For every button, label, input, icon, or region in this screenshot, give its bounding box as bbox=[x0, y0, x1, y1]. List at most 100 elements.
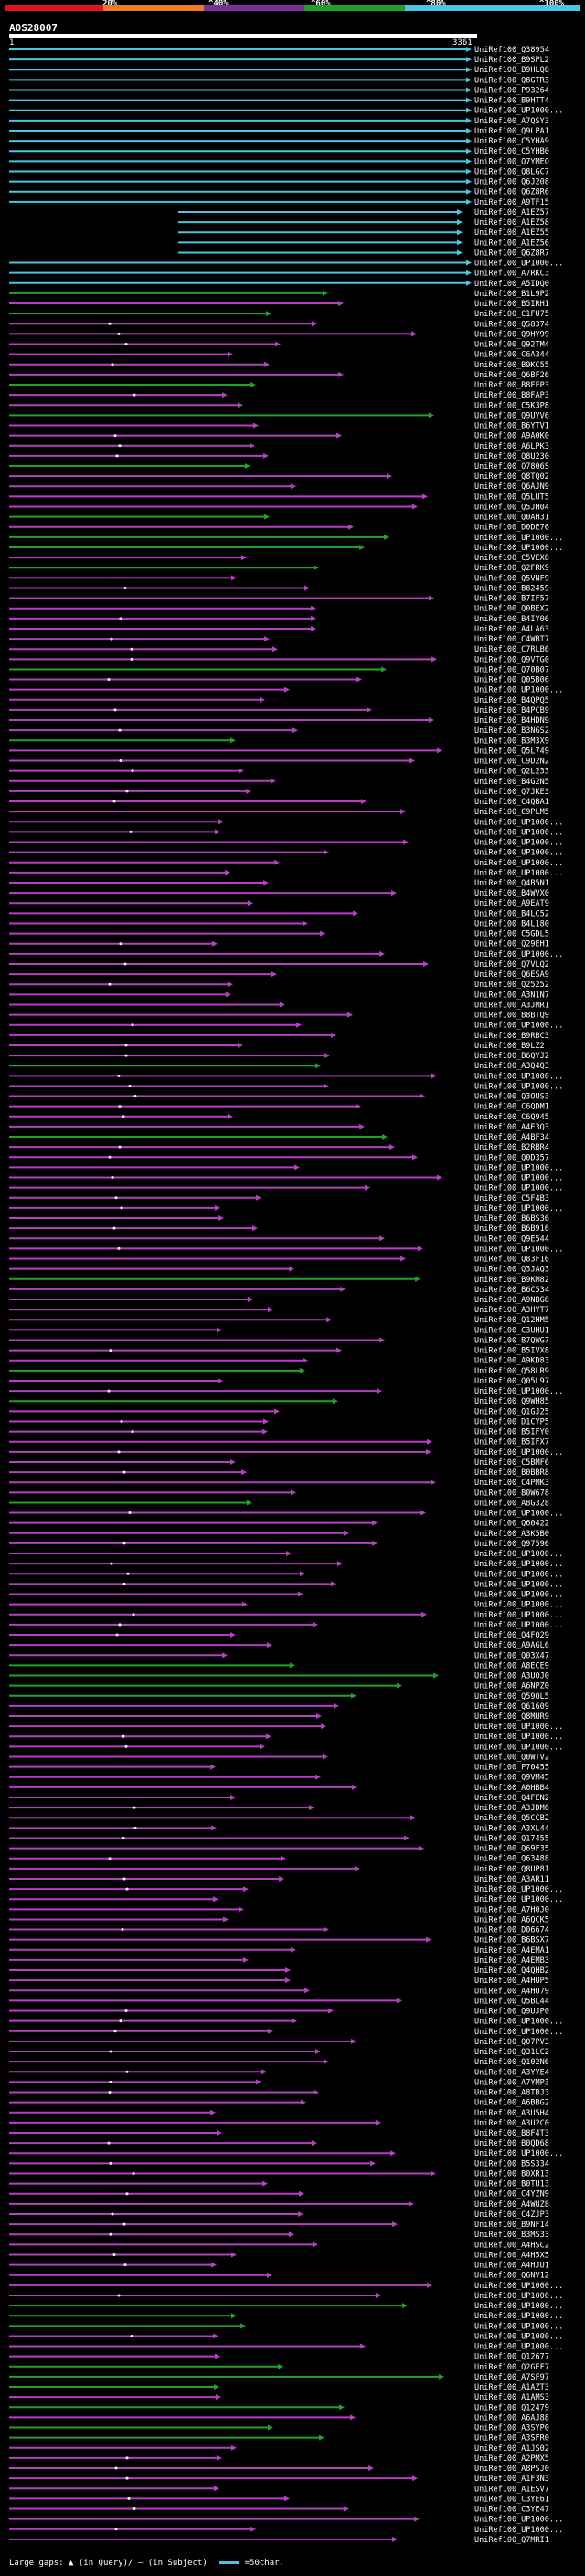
hit-label[interactable]: UniRef100_UP1000... bbox=[474, 1245, 563, 1254]
hit-row[interactable]: UniRef100_Q6Z8R6 bbox=[9, 188, 549, 197]
hit-label[interactable]: UniRef100_A1EZ57 bbox=[474, 208, 549, 217]
hit-row[interactable]: UniRef100_Q8GTR3 bbox=[9, 76, 549, 85]
hit-row[interactable]: UniRef100_Q8TQ02 bbox=[9, 472, 549, 482]
hit-label[interactable]: UniRef100_B6YTV1 bbox=[474, 422, 549, 431]
hit-label[interactable]: UniRef100_C9D2N2 bbox=[474, 758, 549, 767]
hit-row[interactable]: UniRef100_Q7VLQ2 bbox=[9, 960, 549, 970]
hit-row[interactable]: UniRef100_B0BBR8 bbox=[9, 1468, 549, 1478]
hit-label[interactable]: UniRef100_Q8TQ02 bbox=[474, 472, 549, 482]
hit-label[interactable]: UniRef100_UP1000... bbox=[474, 2322, 563, 2331]
hit-label[interactable]: UniRef100_A1JS02 bbox=[474, 2444, 549, 2454]
hit-label[interactable]: UniRef100_Q6NV12 bbox=[474, 2272, 549, 2281]
hit-label[interactable]: UniRef100_Q8U230 bbox=[474, 452, 549, 461]
hit-label[interactable]: UniRef100_A6NPZ0 bbox=[474, 1682, 549, 1691]
hit-row[interactable]: UniRef100_UP1000... bbox=[9, 1591, 563, 1600]
hit-row[interactable]: UniRef100_A3XL44 bbox=[9, 1824, 549, 1833]
hit-row[interactable]: UniRef100_A4HJU1 bbox=[9, 2262, 549, 2271]
hit-label[interactable]: UniRef100_UP1000... bbox=[474, 1885, 563, 1894]
hit-row[interactable]: UniRef100_UP1000... bbox=[9, 1022, 563, 1031]
hit-row[interactable]: UniRef100_Q0D357 bbox=[9, 1153, 549, 1162]
hit-label[interactable]: UniRef100_Q7MRI1 bbox=[474, 2536, 549, 2545]
hit-label[interactable]: UniRef100_B9KM82 bbox=[474, 1276, 549, 1285]
hit-row[interactable]: UniRef100_Q9VTG0 bbox=[9, 655, 549, 664]
hit-label[interactable]: UniRef100_P70455 bbox=[474, 1764, 549, 1773]
hit-row[interactable]: UniRef100_UP1000... bbox=[9, 1184, 563, 1193]
hit-row[interactable]: UniRef100_A1EZ56 bbox=[178, 239, 549, 248]
hit-row[interactable]: UniRef100_Q9HY99 bbox=[9, 330, 549, 339]
hit-row[interactable]: UniRef100_UP1000... bbox=[9, 1510, 563, 1519]
hit-label[interactable]: UniRef100_B8FAP3 bbox=[474, 391, 549, 400]
hit-row[interactable]: UniRef100_Q7YMEO bbox=[9, 157, 549, 166]
hit-label[interactable]: UniRef100_C4ZJP3 bbox=[474, 2210, 549, 2220]
hit-row[interactable]: UniRef100_UP1000... bbox=[9, 2526, 563, 2535]
hit-row[interactable]: UniRef100_C3UHU1 bbox=[9, 1326, 549, 1335]
hit-label[interactable]: UniRef100_D06674 bbox=[474, 1926, 549, 1935]
hit-label[interactable]: UniRef100_C5BMF6 bbox=[474, 1458, 549, 1468]
hit-label[interactable]: UniRef100_UP1000... bbox=[474, 534, 563, 543]
hit-row[interactable]: UniRef100_UP1000... bbox=[9, 1082, 563, 1091]
hit-label[interactable]: UniRef100_UP1000... bbox=[474, 2282, 563, 2291]
hit-row[interactable]: UniRef100_A9TF15 bbox=[9, 198, 549, 207]
hit-label[interactable]: UniRef100_A1AZT3 bbox=[474, 2383, 549, 2392]
hit-row[interactable]: UniRef100_B4HDN9 bbox=[9, 716, 549, 726]
hit-label[interactable]: UniRef100_B9LZ2 bbox=[474, 1042, 545, 1051]
hit-label[interactable]: UniRef100_Q59OL5 bbox=[474, 1692, 549, 1701]
hit-label[interactable]: UniRef100_UP1000... bbox=[474, 1601, 563, 1610]
hit-label[interactable]: UniRef100_O7806S bbox=[474, 462, 549, 472]
hit-row[interactable]: UniRef100_B4IY06 bbox=[9, 615, 549, 624]
hit-row[interactable]: UniRef100_Q9UJP0 bbox=[9, 2008, 549, 2017]
hit-label[interactable]: UniRef100_Q4QHB2 bbox=[474, 1966, 549, 1976]
hit-label[interactable]: UniRef100_Q97596 bbox=[474, 1540, 549, 1549]
hit-row[interactable]: UniRef100_A6QCK5 bbox=[9, 1915, 549, 1924]
hit-row[interactable]: UniRef100_UP1000... bbox=[9, 2302, 563, 2311]
hit-row[interactable]: UniRef100_UP1000... bbox=[9, 1895, 563, 1904]
hit-label[interactable]: UniRef100_A7QSY3 bbox=[474, 117, 549, 126]
hit-label[interactable]: UniRef100_UP1000... bbox=[474, 1560, 563, 1569]
hit-label[interactable]: UniRef100_Q7VLQ2 bbox=[474, 960, 549, 970]
hit-row[interactable]: UniRef100_A3JDM6 bbox=[9, 1804, 549, 1813]
hit-row[interactable]: UniRef100_Q6AJN9 bbox=[9, 482, 549, 492]
hit-row[interactable]: UniRef100_A3SYP0 bbox=[9, 2424, 549, 2433]
hit-label[interactable]: UniRef100_B6C534 bbox=[474, 1286, 549, 1295]
hit-row[interactable]: UniRef100_Q0WTV2 bbox=[9, 1753, 549, 1762]
hit-label[interactable]: UniRef100_A4HUP5 bbox=[474, 1977, 549, 1986]
hit-label[interactable]: UniRef100_Q3JAQ3 bbox=[474, 1266, 549, 1275]
hit-row[interactable]: UniRef100_A5IDQ0 bbox=[9, 280, 549, 289]
hit-label[interactable]: UniRef100_A3XL44 bbox=[474, 1824, 549, 1833]
hit-label[interactable]: UniRef100_A4HSC2 bbox=[474, 2241, 549, 2250]
hit-label[interactable]: UniRef100_UP1000... bbox=[474, 1510, 563, 1519]
hit-row[interactable]: UniRef100_B6BSX7 bbox=[9, 1936, 549, 1945]
hit-label[interactable]: UniRef100_Q12479 bbox=[474, 2403, 549, 2412]
hit-label[interactable]: UniRef100_UP1000... bbox=[474, 1570, 563, 1579]
hit-row[interactable]: UniRef100_B3MS33 bbox=[9, 2231, 549, 2240]
hit-row[interactable]: UniRef100_A3U5H4 bbox=[9, 2109, 549, 2118]
hit-label[interactable]: UniRef100_A1ESV7 bbox=[474, 2485, 549, 2494]
hit-row[interactable]: UniRef100_A7H0J0 bbox=[9, 1905, 549, 1914]
hit-label[interactable]: UniRef100_P93264 bbox=[474, 86, 549, 95]
hit-label[interactable]: UniRef100_Q31LC2 bbox=[474, 2048, 549, 2057]
hit-label[interactable]: UniRef100_B9HLQ8 bbox=[474, 66, 549, 75]
hit-row[interactable]: UniRef100_UP1000... bbox=[9, 828, 563, 837]
hit-label[interactable]: UniRef100_UP1000... bbox=[474, 1611, 563, 1620]
hit-row[interactable]: UniRef100_B3NGS2 bbox=[9, 726, 549, 736]
hit-label[interactable]: UniRef100_B6BSX7 bbox=[474, 1936, 549, 1945]
hit-label[interactable]: UniRef100_UP1000... bbox=[474, 839, 563, 848]
hit-row[interactable]: UniRef100_A9A0K0 bbox=[9, 432, 549, 441]
hit-row[interactable]: UniRef100_Q61609 bbox=[9, 1702, 549, 1712]
hit-label[interactable]: UniRef100_A1EZ58 bbox=[474, 218, 549, 228]
hit-label[interactable]: UniRef100_Q2L233 bbox=[474, 768, 549, 777]
hit-row[interactable]: UniRef100_Q31LC2 bbox=[9, 2048, 549, 2057]
hit-label[interactable]: UniRef100_Q9E544 bbox=[474, 1235, 549, 1244]
hit-row[interactable]: UniRef100_C5F4B3 bbox=[9, 1194, 549, 1203]
hit-label[interactable]: UniRef100_B2RBR4 bbox=[474, 1143, 549, 1152]
hit-row[interactable]: UniRef100_A3K5B0 bbox=[9, 1530, 549, 1539]
hit-row[interactable]: UniRef100_A6BBG2 bbox=[9, 2099, 549, 2108]
hit-label[interactable]: UniRef100_A3UOJ0 bbox=[474, 1672, 549, 1681]
hit-label[interactable]: UniRef100_Q12HM5 bbox=[474, 1316, 549, 1325]
hit-label[interactable]: UniRef100_A8TBJ3 bbox=[474, 2089, 549, 2098]
hit-row[interactable]: UniRef100_Q5BL44 bbox=[9, 1997, 549, 2006]
hit-row[interactable]: UniRef100_A7YMP3 bbox=[9, 2078, 549, 2087]
hit-row[interactable]: UniRef100_B5IFX7 bbox=[9, 1438, 549, 1447]
hit-row[interactable]: UniRef100_Q9WH85 bbox=[9, 1397, 549, 1406]
hit-row[interactable]: UniRef100_Q5VNF9 bbox=[9, 574, 549, 583]
